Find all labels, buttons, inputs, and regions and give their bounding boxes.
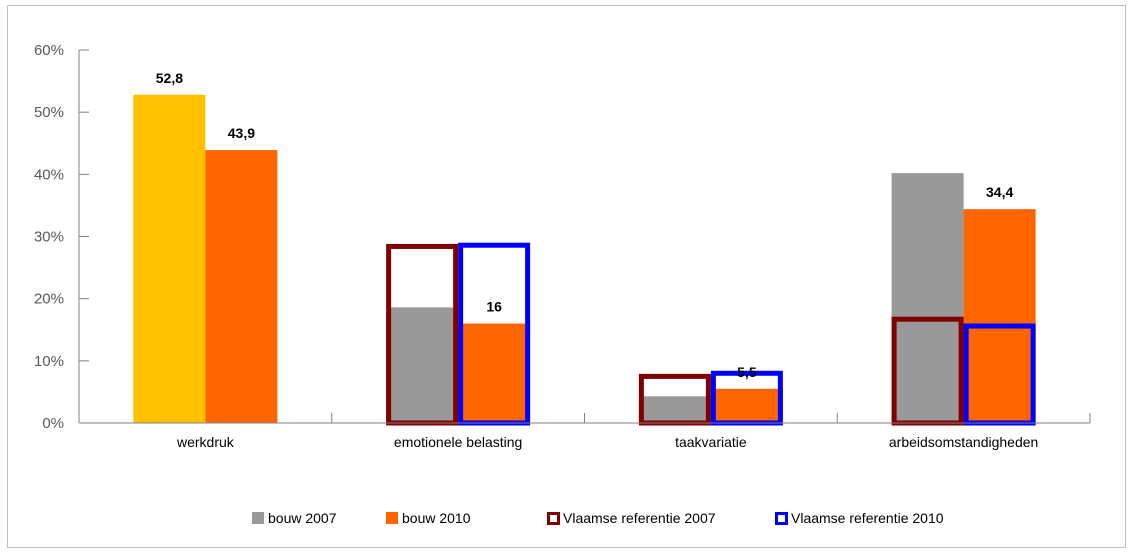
y-tick-label: 50% xyxy=(34,104,64,121)
bar-bouw-2010-0 xyxy=(205,150,278,424)
bar-bouw-2010-2 xyxy=(710,388,783,423)
y-tick-label: 60% xyxy=(34,42,64,59)
y-tick-label: 10% xyxy=(34,353,64,370)
x-category-label: emotionele belasting xyxy=(394,434,522,450)
bar-bouw-2010-3 xyxy=(963,209,1036,423)
data-label: 52,8 xyxy=(156,70,183,86)
bar-bouw-2007-0 xyxy=(133,94,206,423)
legend-swatch xyxy=(547,512,560,525)
data-label: 5,5 xyxy=(737,364,757,380)
bar-bouw-2010-1 xyxy=(458,323,531,423)
y-tick-label: 20% xyxy=(34,291,64,308)
x-category-label: arbeidsomstandigheden xyxy=(889,434,1038,450)
legend-label: bouw 2007 xyxy=(268,510,337,526)
legend-swatch xyxy=(386,512,398,524)
legend-swatch xyxy=(252,512,264,524)
legend-label: Vlaamse referentie 2007 xyxy=(563,510,716,526)
y-tick-label: 0% xyxy=(42,415,64,432)
x-category-label: werkdruk xyxy=(176,434,235,450)
bar-bouw-2007-2 xyxy=(638,396,711,423)
bar-bouw-2007-1 xyxy=(386,307,459,423)
y-tick-label: 40% xyxy=(34,166,64,183)
x-category-label: taakvariatie xyxy=(675,434,747,450)
legend-label: bouw 2010 xyxy=(402,510,471,526)
bar-bouw-2007-3 xyxy=(891,173,964,423)
legend-swatch xyxy=(775,512,788,525)
data-label: 16 xyxy=(486,299,502,315)
legend-label: Vlaamse referentie 2010 xyxy=(791,510,944,526)
data-label: 34,4 xyxy=(986,184,1013,200)
y-tick-label: 30% xyxy=(34,229,64,246)
data-label: 43,9 xyxy=(228,125,255,141)
